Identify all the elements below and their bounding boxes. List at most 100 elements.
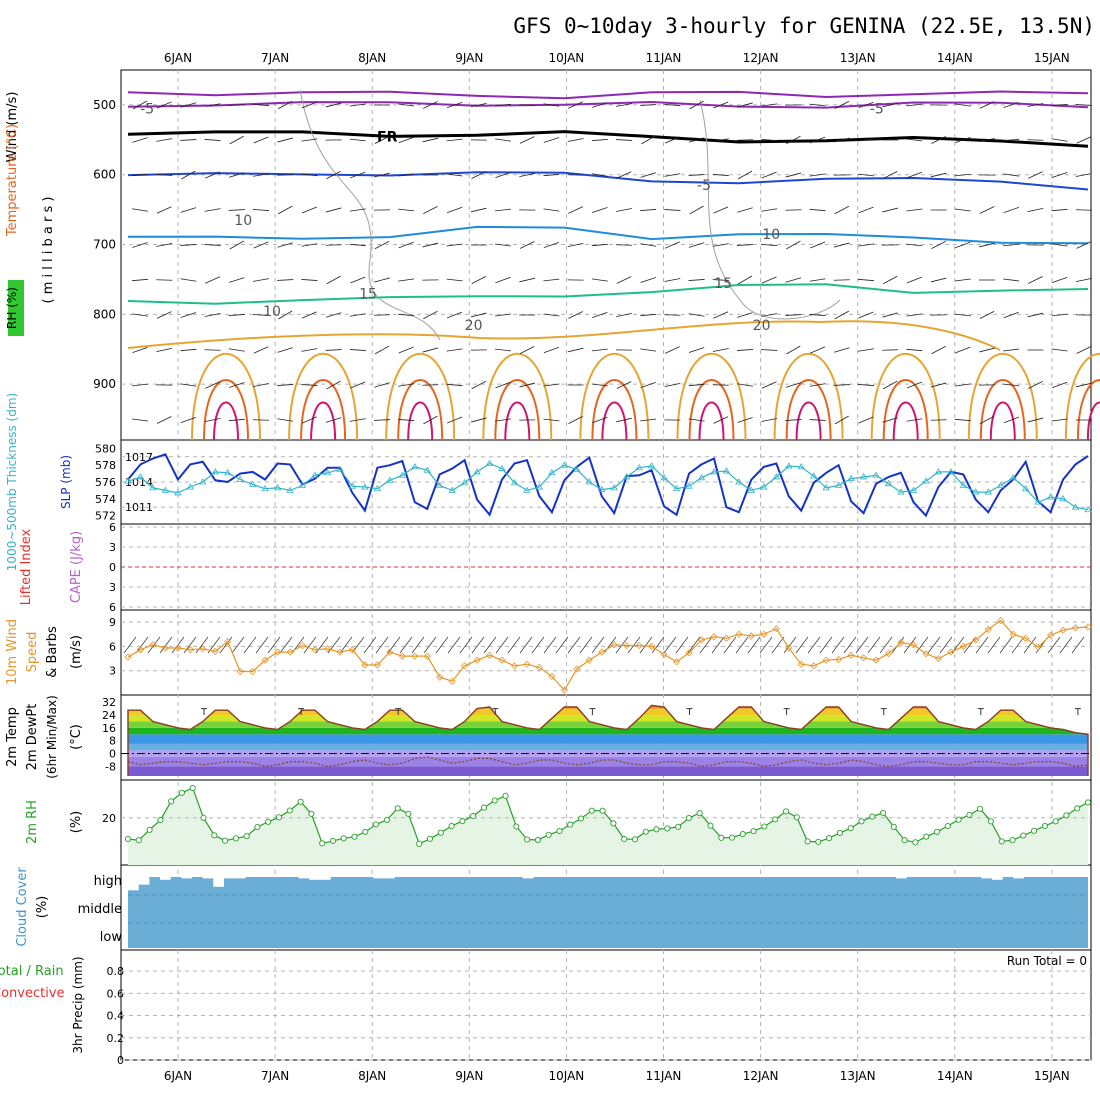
- wind-barb: [423, 310, 438, 320]
- wind-barb: [543, 313, 560, 317]
- wind-barb: [446, 102, 463, 108]
- data-point: [635, 463, 643, 471]
- data-point: [329, 837, 336, 844]
- data-point: [648, 642, 656, 650]
- wind-barb-10m: [399, 636, 413, 654]
- wind-barb: [325, 244, 342, 246]
- wind-barb: [761, 244, 778, 246]
- data-point: [585, 656, 593, 664]
- data-point: [959, 481, 968, 488]
- temperature-contour: [1064, 352, 1100, 441]
- wind-barb: [906, 138, 923, 142]
- data-point: [149, 641, 157, 649]
- wind-barb: [1051, 138, 1068, 142]
- y-tick-label: 0.2: [107, 1032, 125, 1045]
- data-point: [673, 658, 681, 666]
- wind-barb: [761, 381, 777, 389]
- data-point: [664, 825, 671, 832]
- series-line-slp: [127, 453, 1089, 518]
- wind-barb: [882, 275, 898, 285]
- wind-barb: [447, 416, 463, 424]
- data-point: [286, 648, 294, 656]
- data-point: [901, 837, 908, 844]
- wind-barb: [979, 206, 995, 214]
- data-point: [1059, 495, 1067, 502]
- temperature-contour: [504, 401, 531, 441]
- data-point: [642, 828, 649, 835]
- y-axis-label-lifted: Lifted Index: [19, 528, 34, 605]
- data-point: [211, 468, 219, 475]
- data-point: [623, 642, 631, 650]
- data-point: [1071, 503, 1080, 510]
- data-point: [491, 797, 498, 804]
- wind-barb: [640, 313, 657, 317]
- data-point: [810, 472, 818, 479]
- wind-barb-10m: [843, 636, 857, 654]
- x-tick-label-top: 14JAN: [937, 51, 973, 65]
- data-point: [236, 667, 244, 676]
- wind-barb: [713, 101, 729, 109]
- wind-barb: [277, 242, 294, 248]
- wind-barb: [1051, 313, 1068, 317]
- data-point: [710, 633, 718, 641]
- wind-barb: [809, 103, 826, 107]
- data-point: [997, 481, 1005, 488]
- temperature-contour: [127, 100, 1089, 109]
- wind-barb: [446, 383, 463, 387]
- wind-barb-10m: [639, 636, 653, 654]
- wind-barb: [640, 104, 657, 106]
- x-tick-label-bottom: 9JAN: [455, 1069, 483, 1083]
- temperature-contour: [795, 401, 822, 441]
- temperature-contour: [892, 401, 919, 441]
- wind-barb: [204, 244, 221, 246]
- series-line-dewpt: [127, 756, 1089, 768]
- wind-barb: [616, 312, 632, 318]
- wind-barb: [301, 279, 318, 281]
- wind-barb: [398, 278, 415, 282]
- wind-barb: [858, 138, 874, 142]
- wind-barb-10m: [459, 636, 473, 654]
- wind-barb: [543, 346, 560, 354]
- cloud-gap: [384, 877, 395, 879]
- cloud-gap: [992, 877, 1003, 880]
- data-point: [944, 822, 951, 830]
- data-point: [890, 823, 897, 830]
- wind-barb: [325, 312, 342, 318]
- data-point: [859, 473, 868, 480]
- contour-label: 15: [714, 276, 732, 292]
- series-line-thickness: [127, 462, 1089, 511]
- wind-barb: [1003, 278, 1020, 282]
- data-point: [308, 810, 315, 817]
- wind-barb: [809, 136, 826, 144]
- wind-barb-10m: [351, 636, 365, 654]
- wind-barb: [954, 313, 971, 317]
- data-point: [556, 827, 563, 835]
- wind-barb: [1051, 381, 1068, 389]
- wind-barb-10m: [183, 636, 197, 654]
- y-axis-label-thickness: 1000~500mb Thickness (dm): [5, 393, 19, 571]
- contour-label: 10: [762, 227, 780, 243]
- wind-barb: [712, 138, 729, 142]
- data-point: [411, 652, 419, 660]
- wind-barb: [664, 314, 681, 316]
- x-tick-label-bottom: 13JAN: [840, 1069, 876, 1083]
- wind-barb-10m: [303, 636, 317, 654]
- x-tick-label-bottom: 12JAN: [743, 1069, 779, 1083]
- data-point: [186, 646, 194, 654]
- data-point: [722, 634, 731, 642]
- wind-barb: [664, 278, 681, 282]
- wind-barb: [906, 103, 923, 107]
- temp-band: [128, 743, 1088, 751]
- data-point: [897, 638, 905, 646]
- wind-barb: [156, 311, 172, 319]
- y-tick-label: middle: [78, 902, 122, 917]
- wind-barb: [1027, 312, 1044, 318]
- x-tick-label-bottom: 7JAN: [261, 1069, 289, 1083]
- wind-barb: [446, 278, 463, 282]
- wind-barb: [277, 347, 293, 353]
- wind-barb: [1003, 138, 1020, 142]
- wind-barb-10m: [1047, 636, 1061, 654]
- wind-barb: [568, 416, 583, 424]
- wind-barb: [519, 382, 536, 388]
